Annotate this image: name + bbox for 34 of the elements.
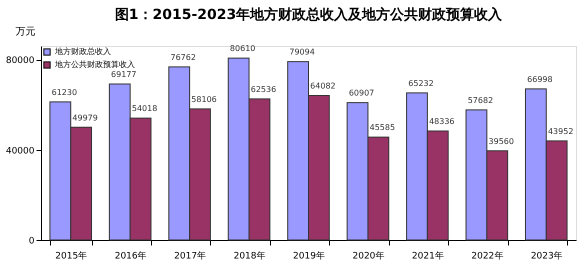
data-label: 79094 [289, 48, 315, 57]
legend-label: 地方财政总收入 [54, 47, 111, 56]
data-label: 49979 [72, 113, 98, 122]
data-label: 43952 [548, 126, 574, 136]
x-tick-label: 2018年 [234, 250, 266, 262]
x-tick-label: 2016年 [114, 250, 147, 262]
y-axis-title: 万元 [16, 26, 36, 38]
data-label: 64082 [310, 81, 336, 90]
data-label: 45585 [370, 123, 396, 132]
data-label: 48336 [429, 116, 455, 126]
data-label: 65232 [408, 78, 434, 88]
data-label: 57682 [468, 96, 494, 105]
data-label: 60907 [348, 88, 374, 98]
data-label: 61230 [52, 88, 78, 97]
data-label: 54018 [132, 104, 158, 114]
x-tick-label: 2023年 [530, 250, 563, 262]
data-label: 39560 [488, 136, 514, 146]
y-tick-label: 80000 [6, 56, 35, 66]
data-label: 62536 [250, 84, 276, 94]
x-tick-label: 2022年 [471, 250, 504, 262]
data-label: 69177 [111, 70, 136, 79]
x-tick-label: 2015年 [55, 250, 88, 262]
y-tick-label: 40000 [6, 146, 35, 156]
data-label: 76762 [170, 52, 196, 62]
data-label: 58106 [191, 94, 217, 104]
y-tick-label: 0 [28, 236, 35, 246]
x-tick-label: 2019年 [293, 250, 325, 262]
x-tick-label: 2017年 [174, 250, 206, 262]
chart-title: 图1：2015-2023年地方财政总收入及地方公共财政预算收入 [114, 6, 504, 23]
x-tick-label: 2021年 [412, 250, 444, 262]
data-label: 80610 [230, 44, 256, 54]
data-label: 66998 [527, 74, 553, 84]
legend-label: 地方公共财政预算收入 [54, 60, 135, 69]
x-tick-label: 2020年 [352, 250, 384, 262]
